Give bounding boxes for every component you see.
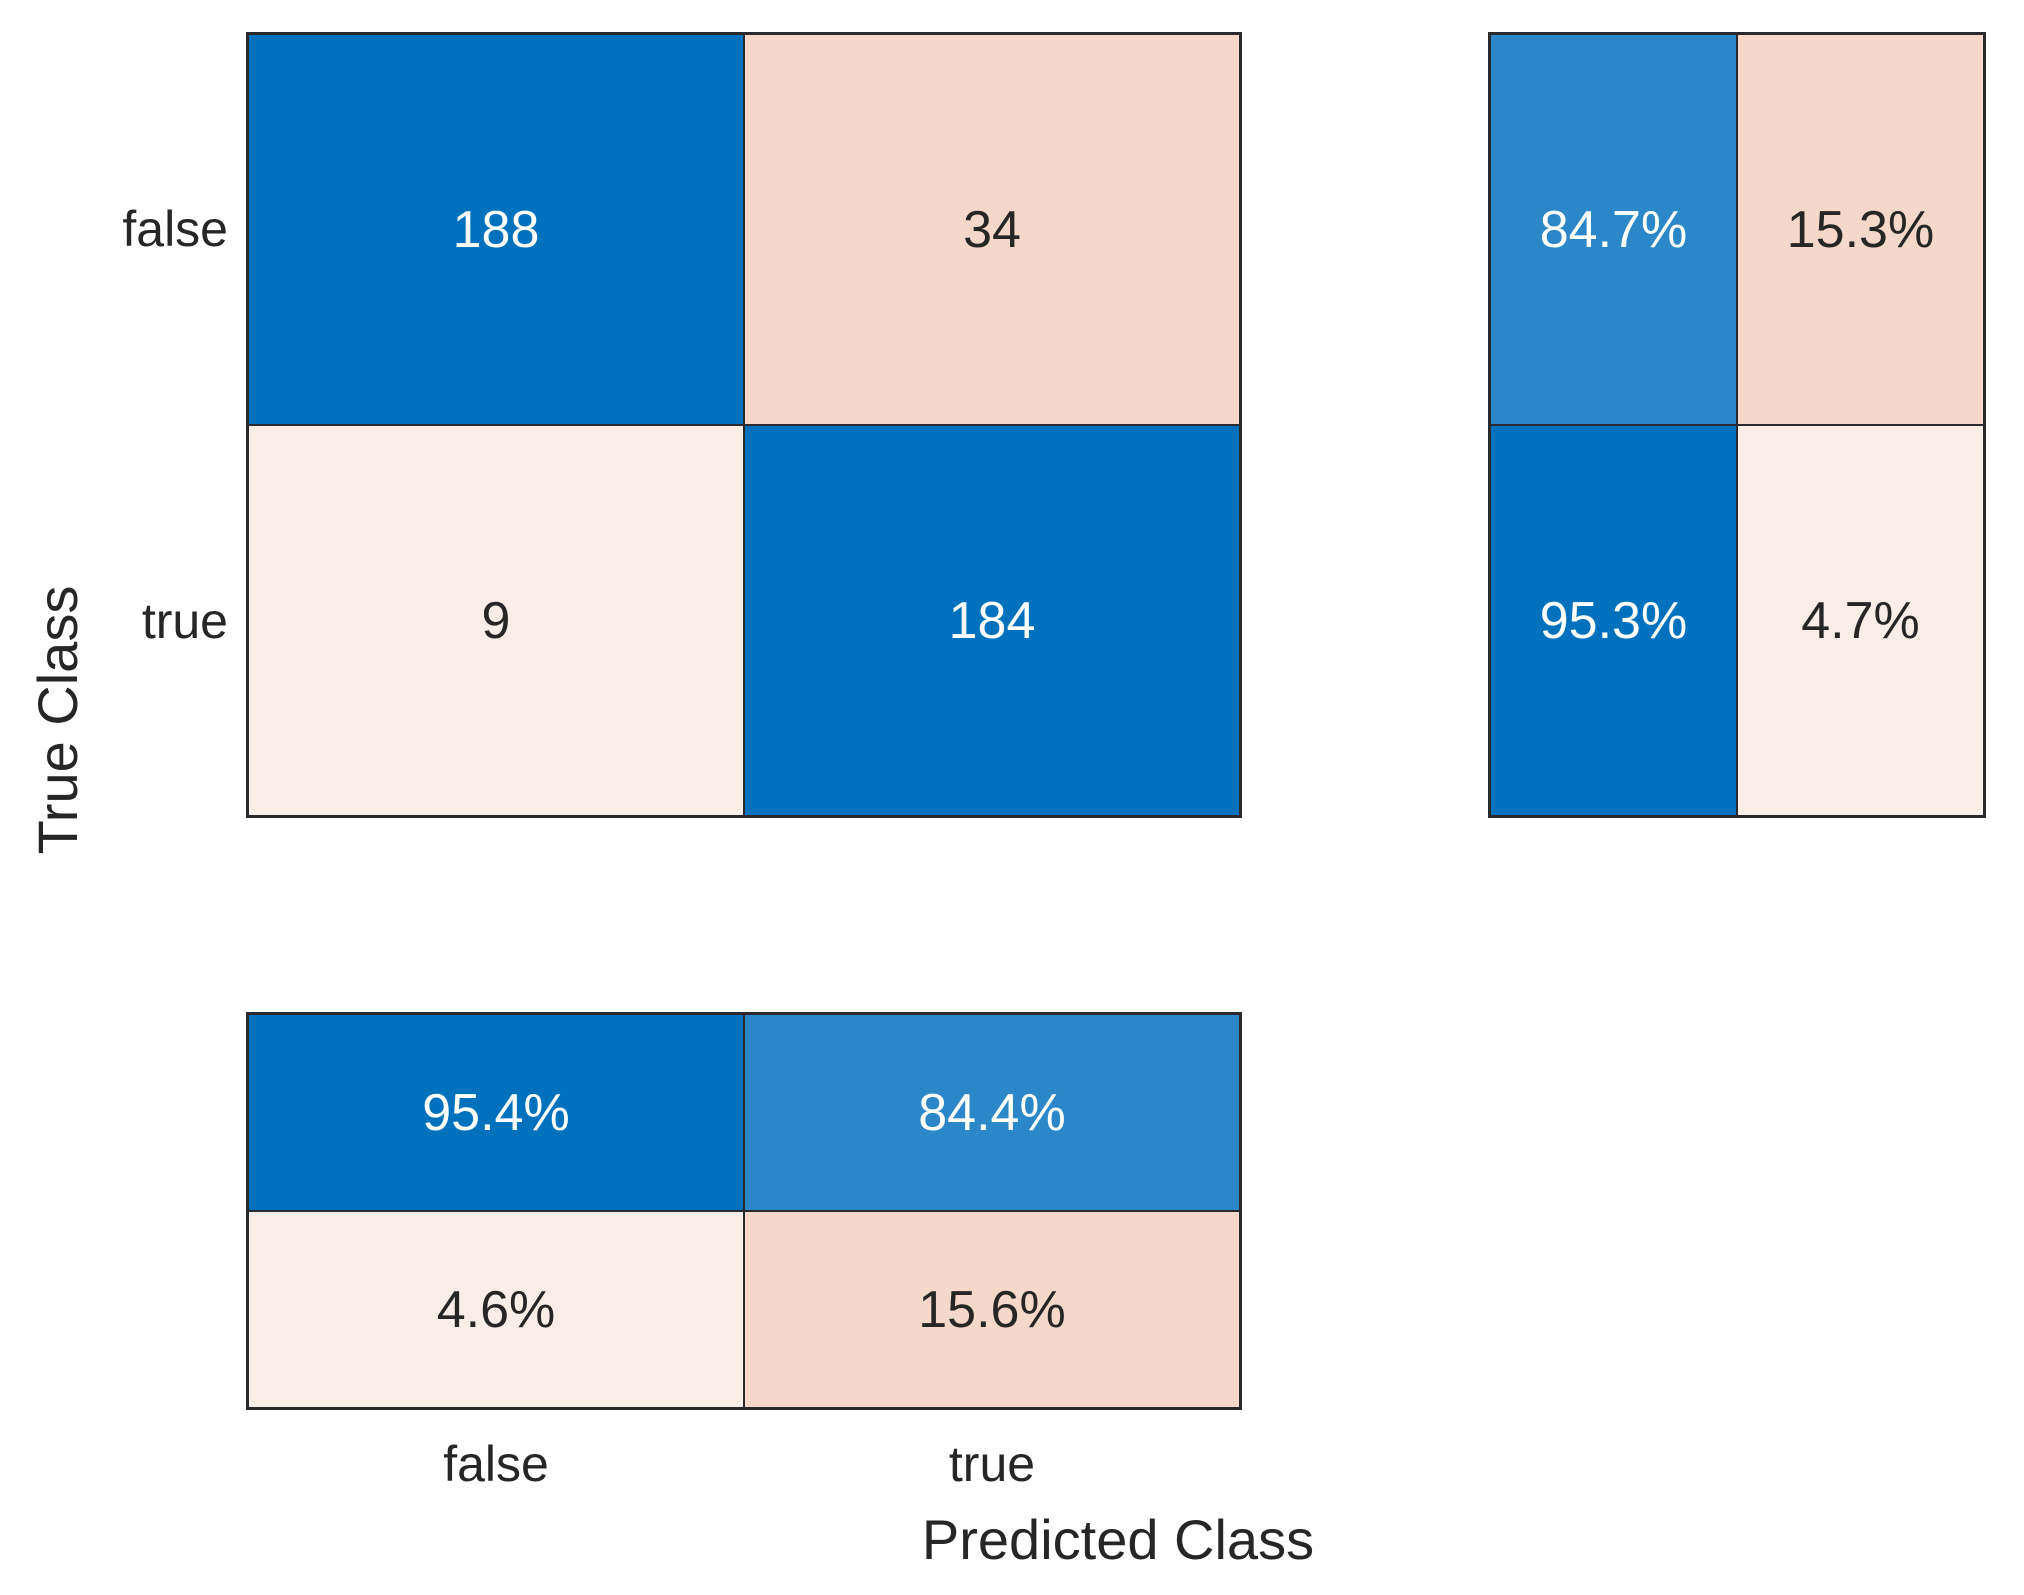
row-summary-panel: 84.7% 15.3% 95.3% 4.7% bbox=[1488, 32, 1986, 818]
y-tick-label-false: false bbox=[122, 201, 228, 257]
row-summary-cell-false-correct: 84.7% bbox=[1490, 34, 1737, 425]
column-summary-cell-false-incorrect: 4.6% bbox=[248, 1211, 744, 1408]
column-summary-cell-false-correct: 95.4% bbox=[248, 1014, 744, 1211]
y-tick-label-true: true bbox=[141, 593, 228, 649]
column-summary-cell-true-incorrect: 15.6% bbox=[744, 1211, 1240, 1408]
x-tick-label-true: true bbox=[948, 1436, 1036, 1492]
row-summary-cell-true-correct: 95.3% bbox=[1490, 425, 1737, 816]
matrix-cell-true-true-pred-true: 184 bbox=[744, 425, 1240, 816]
column-summary-cell-true-correct: 84.4% bbox=[744, 1014, 1240, 1211]
row-summary-cell-false-incorrect: 15.3% bbox=[1737, 34, 1984, 425]
x-axis-label: Predicted Class bbox=[921, 1508, 1315, 1571]
y-axis-label: True Class bbox=[26, 585, 89, 855]
row-summary-cell-true-incorrect: 4.7% bbox=[1737, 425, 1984, 816]
column-summary-panel: 95.4% 84.4% 4.6% 15.6% bbox=[246, 1012, 1242, 1410]
matrix-cell-true-false-pred-true: 34 bbox=[744, 34, 1240, 425]
matrix-cell-true-true-pred-false: 9 bbox=[248, 425, 744, 816]
x-tick-label-false: false bbox=[443, 1436, 549, 1492]
confusion-matrix-main-panel: 188 34 9 184 bbox=[246, 32, 1242, 818]
matrix-cell-true-false-pred-false: 188 bbox=[248, 34, 744, 425]
